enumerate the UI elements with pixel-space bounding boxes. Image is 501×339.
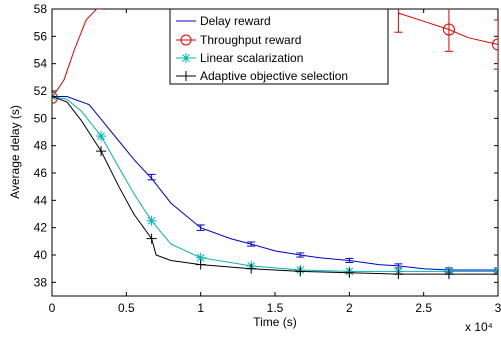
legend-entry-linear: Linear scalarization xyxy=(176,51,303,65)
data-point xyxy=(246,263,257,274)
data-point xyxy=(442,23,455,36)
y-tick-label: 56 xyxy=(34,29,48,43)
legend-label-adaptive: Adaptive objective selection xyxy=(200,69,348,83)
y-tick-label: 40 xyxy=(34,248,48,262)
data-point xyxy=(344,267,355,278)
x-tick-label: 2.5 xyxy=(415,301,432,315)
asterisk-stroke xyxy=(52,95,56,101)
y-tick-label: 48 xyxy=(34,139,48,153)
x-axis-label: Time (s) xyxy=(253,315,297,329)
legend-box xyxy=(169,8,389,85)
legend-entry-adaptive: Adaptive objective selection xyxy=(176,69,348,83)
legend-marker-adaptive xyxy=(181,71,191,81)
axis-ticks: 0 0.5 1 1.5 2 2.5 3 38 40 42 44 46 48 50 52 54 56 58 xyxy=(34,2,501,315)
x-tick-label: 0.5 xyxy=(118,301,135,315)
series-line xyxy=(52,96,498,271)
data-point xyxy=(492,38,498,51)
data-point xyxy=(96,146,107,157)
series-layer xyxy=(52,9,498,280)
x-tick-label: 1.5 xyxy=(267,301,284,315)
y-tick-label: 42 xyxy=(34,221,48,235)
data-point xyxy=(295,266,306,277)
x-tick-label: 2 xyxy=(346,301,353,315)
legend: Delay reward Throughput reward Linear sc… xyxy=(169,8,389,85)
data-point xyxy=(96,131,107,142)
data-point xyxy=(146,215,157,226)
y-tick-label: 54 xyxy=(34,57,48,71)
legend-label-throughput: Throughput reward xyxy=(200,33,301,47)
y-tick-label: 50 xyxy=(34,111,48,125)
legend-entry-throughput: Throughput reward xyxy=(176,33,301,47)
series-3 xyxy=(52,91,498,280)
data-point xyxy=(195,259,206,270)
y-axis-label: Average delay (s) xyxy=(8,105,22,199)
data-point xyxy=(443,269,454,280)
series-1 xyxy=(52,9,498,104)
y-tick-label: 52 xyxy=(34,84,48,98)
legend-marker-linear xyxy=(181,53,191,63)
asterisk-stroke xyxy=(97,132,105,140)
asterisk-stroke xyxy=(147,216,156,225)
series-line xyxy=(52,96,498,272)
series-line xyxy=(52,9,102,99)
x-multiplier-label: x 10⁴ xyxy=(465,320,493,334)
legend-entry-delay: Delay reward xyxy=(176,14,271,28)
legend-label-linear: Linear scalarization xyxy=(200,51,303,65)
data-point xyxy=(493,269,498,280)
x-tick-label: 3 xyxy=(495,301,501,315)
series-line xyxy=(52,96,498,275)
y-tick-label: 46 xyxy=(34,166,48,180)
asterisk-stroke xyxy=(196,253,205,262)
legend-marker-throughput xyxy=(180,34,192,46)
data-point xyxy=(52,91,57,102)
y-tick-label: 58 xyxy=(34,2,48,16)
asterisk-stroke xyxy=(494,267,498,273)
y-tick-label: 38 xyxy=(34,275,48,289)
y-tick-label: 44 xyxy=(34,193,48,207)
x-tick-label: 0 xyxy=(49,301,56,315)
x-tick-label: 1 xyxy=(197,301,204,315)
data-point xyxy=(393,269,404,280)
asterisk-stroke xyxy=(52,92,56,98)
legend-label-delay: Delay reward xyxy=(200,14,271,28)
data-point xyxy=(146,233,157,244)
